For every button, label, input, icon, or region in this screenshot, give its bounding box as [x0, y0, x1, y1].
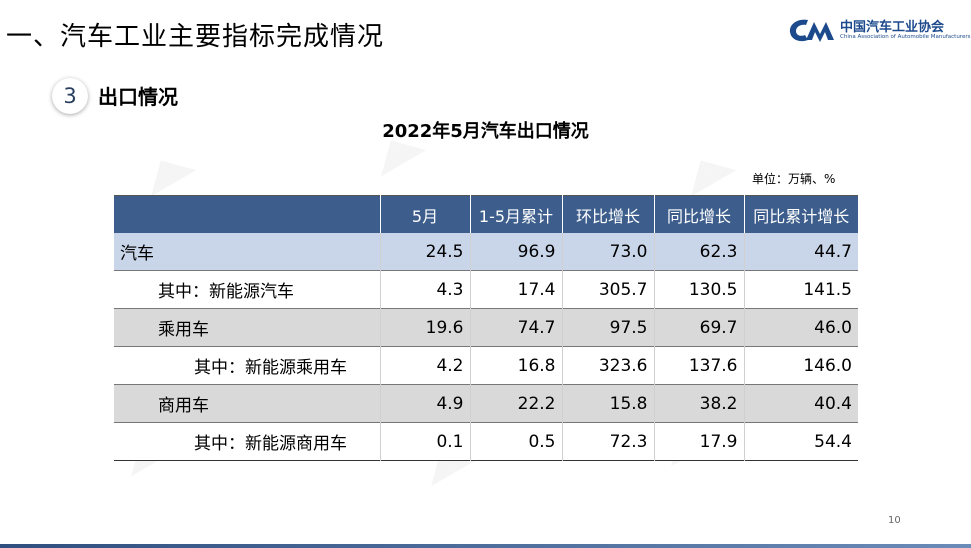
logo-name-en: China Association of Automobile Manufact…	[840, 34, 971, 40]
table-header-cell: 同比增长	[653, 195, 744, 233]
table-cell: 97.5	[561, 308, 654, 347]
table-unit: 单位：万辆、%	[752, 172, 836, 186]
bottom-divider	[0, 544, 971, 548]
row-label: 其中：新能源商用车	[114, 422, 380, 461]
table-title: 2022年5月汽车出口情况	[382, 121, 589, 142]
table-header-cell: 同比累计增长	[743, 195, 858, 233]
table-cell: 24.5	[379, 233, 470, 271]
table-row: 汽车 24.5 96.9 73.0 62.3 44.7	[114, 233, 858, 271]
logo-name-cn: 中国汽车工业协会	[840, 20, 945, 35]
page-title: 一、汽车工业主要指标完成情况	[6, 22, 385, 52]
table-cell: 54.4	[743, 422, 858, 461]
row-label: 其中：新能源乘用车	[114, 346, 380, 385]
table-row: 其中：新能源乘用车 4.2 16.8 323.6 137.6 146.0	[114, 346, 858, 385]
table-cell: 15.8	[561, 384, 654, 423]
table-row: 其中：新能源汽车 4.3 17.4 305.7 130.5 141.5	[114, 270, 858, 309]
caam-logo: 中国汽车工业协会 China Association of Automobile…	[786, 14, 970, 48]
table-cell: 17.4	[469, 270, 562, 309]
table-header-cell: 环比增长	[561, 195, 654, 233]
table-cell: 17.9	[653, 422, 744, 461]
table-cell: 19.6	[379, 308, 470, 347]
table-cell: 323.6	[561, 346, 654, 385]
table-cell: 146.0	[743, 346, 858, 385]
table-cell: 4.9	[379, 384, 470, 423]
watermark-mark: ◢◣	[673, 139, 739, 201]
table-cell: 44.7	[743, 233, 858, 271]
table-cell: 4.3	[379, 270, 470, 309]
table-cell: 137.6	[653, 346, 744, 385]
table-row: 乘用车 19.6 74.7 97.5 69.7 46.0	[114, 308, 858, 347]
row-label: 乘用车	[114, 308, 380, 347]
table-cell: 16.8	[469, 346, 562, 385]
section-title: 出口情况	[98, 85, 178, 109]
table-cell: 305.7	[561, 270, 654, 309]
table-header-cell: 5月	[379, 195, 470, 233]
table-cell: 96.9	[469, 233, 562, 271]
table-cell: 141.5	[743, 270, 858, 309]
watermark-mark: ◢◣	[133, 139, 199, 201]
table-cell: 72.3	[561, 422, 654, 461]
table-cell: 4.2	[379, 346, 470, 385]
table-cell: 0.5	[469, 422, 562, 461]
table-header-cell	[114, 195, 380, 233]
table-cell: 74.7	[469, 308, 562, 347]
table-cell: 130.5	[653, 270, 744, 309]
table-cell: 69.7	[653, 308, 744, 347]
table-header-cell: 1-5月累计	[469, 195, 562, 233]
table-cell: 0.1	[379, 422, 470, 461]
table-header-row: 5月 1-5月累计 环比增长 同比增长 同比累计增长	[114, 195, 858, 233]
caam-logo-icon	[789, 19, 834, 42]
row-label: 其中：新能源汽车	[114, 270, 380, 309]
section-number-badge: 3	[52, 78, 88, 114]
page-number: 10	[888, 515, 901, 526]
table-row: 其中：新能源商用车 0.1 0.5 72.3 17.9 54.4	[114, 422, 858, 461]
table-cell: 38.2	[653, 384, 744, 423]
row-label: 商用车	[114, 384, 380, 423]
table-row: 商用车 4.9 22.2 15.8 38.2 40.4	[114, 384, 858, 423]
table-cell: 22.2	[469, 384, 562, 423]
table-cell: 46.0	[743, 308, 858, 347]
export-table: 5月 1-5月累计 环比增长 同比增长 同比累计增长 汽车 24.5 96.9 …	[114, 195, 858, 461]
table-cell: 73.0	[561, 233, 654, 271]
table-cell: 62.3	[653, 233, 744, 271]
row-label: 汽车	[114, 233, 380, 271]
table-cell: 40.4	[743, 384, 858, 423]
